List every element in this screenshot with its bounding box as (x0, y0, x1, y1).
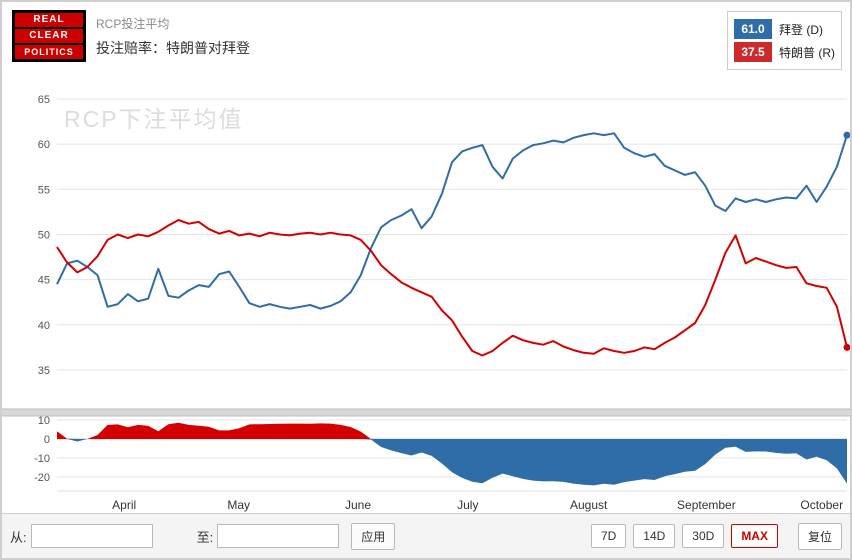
trump-value-badge: 37.5 (734, 42, 772, 62)
ytick-main: 50 (38, 230, 50, 242)
ytick-main: 40 (38, 320, 50, 332)
trump-line (56, 219, 848, 357)
ytick-main: 65 (38, 94, 50, 106)
range-14d-button[interactable]: 14D (633, 524, 676, 548)
trump-lead-area (57, 422, 847, 439)
rcp-logo: REAL CLEAR POLITICS (12, 10, 86, 62)
legend-row-biden: 61.0 拜登 (D) (734, 19, 835, 39)
apply-button[interactable]: 应用 (351, 522, 396, 550)
range-button-group: 7D 14D 30D MAX 复位 (584, 522, 842, 550)
xtick-month: June (345, 498, 371, 512)
ytick-main: 35 (38, 365, 50, 377)
xtick-month: August (570, 498, 608, 512)
panel-separator (2, 409, 850, 416)
biden-end-marker (843, 131, 850, 139)
ytick-main: 60 (38, 139, 50, 151)
range-max-button[interactable]: MAX (731, 524, 778, 548)
to-label: 至: (196, 529, 214, 545)
ytick-main: 45 (38, 275, 50, 287)
logo-line-politics: POLITICS (15, 45, 83, 59)
chart-watermark: RCP下注平均值 (64, 106, 244, 132)
logo-line-clear: CLEAR (15, 29, 83, 43)
biden-value-badge: 61.0 (734, 19, 772, 39)
chart-subtitle: RCP投注平均 (96, 17, 170, 31)
xtick-month: July (457, 498, 478, 512)
betting-average-chart[interactable]: 65 60 55 50 45 40 35 10 0 -10 -20 April May June July A… (2, 2, 852, 517)
from-label: 从: (10, 529, 27, 545)
ytick-diff: 10 (38, 415, 50, 427)
to-date-input[interactable] (217, 524, 340, 548)
ytick-main: 55 (38, 184, 50, 196)
biden-label: 拜登 (D) (779, 22, 823, 37)
from-date-input[interactable] (30, 524, 153, 548)
ytick-diff: 0 (44, 434, 50, 446)
trump-end-marker (843, 343, 850, 351)
trump-label: 特朗普 (R) (779, 45, 835, 60)
biden-lead-area (57, 439, 847, 486)
chart-title: 投注赔率：特朗普对拜登 (96, 40, 250, 56)
ytick-diff: -10 (34, 453, 50, 465)
legend-row-trump: 37.5 特朗普 (R) (734, 42, 835, 62)
biden-line (56, 132, 848, 310)
xtick-month: September (677, 498, 736, 512)
range-7d-button[interactable]: 7D (590, 524, 627, 548)
chart-controls-bar: 从: 至: 应用 7D 14D 30D MAX 复位 (2, 513, 850, 558)
xtick-month: May (227, 498, 250, 512)
xtick-month: October (800, 498, 843, 512)
range-30d-button[interactable]: 30D (682, 524, 725, 548)
reset-button[interactable]: 复位 (797, 522, 842, 550)
xtick-month: April (112, 498, 136, 512)
ytick-diff: -20 (34, 472, 50, 484)
legend-box: 61.0 拜登 (D) 37.5 特朗普 (R) (727, 11, 842, 70)
logo-line-real: REAL (15, 13, 83, 27)
